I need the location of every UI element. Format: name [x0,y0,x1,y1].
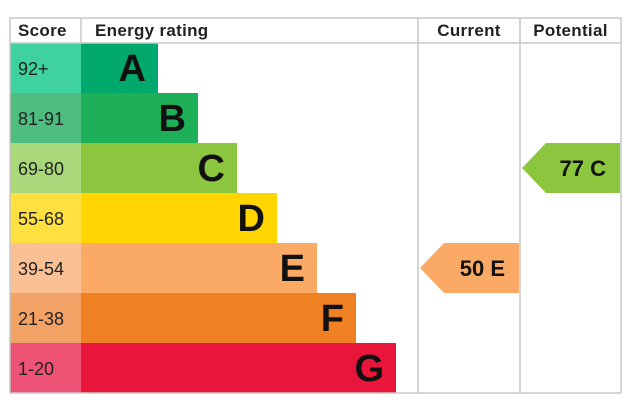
score-label-c: 69-80 [18,159,64,179]
rating-bar-d [81,193,277,243]
current-label: 50 E [460,256,505,281]
rating-bar-b [81,93,198,143]
score-label-e: 39-54 [18,259,64,279]
potential-label: 77 C [560,156,607,181]
band-rows: 92+ A 81-91 B 69-80 C 55-68 D 39-54 E 21-38 F 1-20 G [10,43,396,393]
score-cell-c [10,143,81,193]
score-cell-b [10,93,81,143]
score-label-b: 81-91 [18,109,64,129]
rating-letter-b: B [159,98,186,140]
score-label-d: 55-68 [18,209,64,229]
score-cell-a [10,43,81,93]
potential-arrow [522,143,620,193]
header-row: Score Energy rating Current Potential [18,21,608,40]
table-border [9,17,622,394]
rating-bar-g [81,343,396,393]
header-score: Score [18,21,67,40]
rating-letter-e: E [280,248,305,290]
score-label-g: 1-20 [18,359,54,379]
rating-bar-c [81,143,237,193]
rating-bar-f [81,293,356,343]
score-label-a: 92+ [18,59,49,79]
header-energy-rating: Energy rating [95,21,208,40]
rating-letter-a: A [119,48,146,90]
score-label-f: 21-38 [18,309,64,329]
score-cell-g [10,343,81,393]
rating-letter-c: C [198,148,225,190]
header-potential: Potential [533,21,608,40]
table-grid [9,17,622,394]
score-cell-e [10,243,81,293]
score-cell-d [10,193,81,243]
rating-letter-f: F [321,298,344,340]
indicator-arrows: 50 E 77 C [420,143,620,293]
rating-letter-d: D [238,198,265,240]
rating-letter-g: G [354,348,384,390]
header-current: Current [437,21,501,40]
current-arrow [420,243,519,293]
score-cell-f [10,293,81,343]
rating-bar-e [81,243,317,293]
rating-bar-a [81,43,158,93]
